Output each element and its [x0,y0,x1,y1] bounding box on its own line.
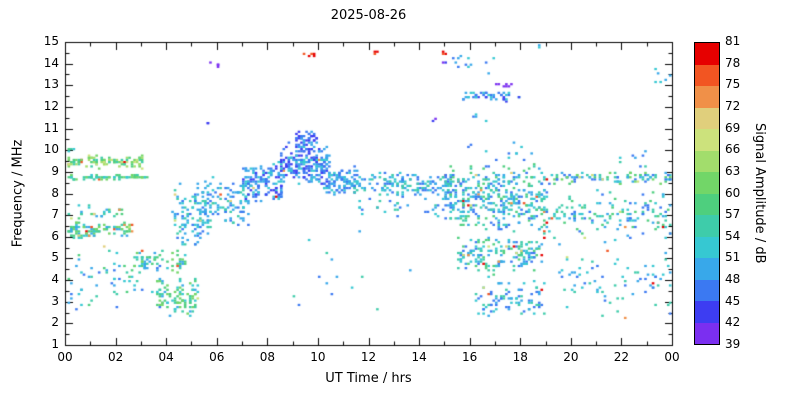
colorbar-tick-label: 63 [725,163,741,178]
colorbar-tick-label: 72 [725,98,741,113]
y-tick-label: 14 [43,55,59,70]
x-tick-label: 12 [360,350,377,364]
colorbar-segment [695,86,719,108]
y-tick-label: 6 [51,228,59,243]
y-tick-label: 7 [51,207,59,222]
y-tick-label: 3 [51,293,59,308]
y-tick-label: 9 [51,163,59,178]
y-tick-label: 13 [43,77,59,92]
x-tick-label: 08 [259,350,275,364]
colorbar-tick-label: 78 [725,55,741,70]
colorbar-segment [695,279,719,301]
x-tick-label: 18 [512,350,528,364]
x-axis-label: UT Time / hrs [325,371,412,386]
y-tick-label: 15 [43,34,59,48]
y-tick-label: 2 [51,315,59,330]
colorbar-tick-label: 54 [725,228,741,243]
colorbar-label: Signal Amplitude / dB [752,123,767,264]
x-tick-label: 00 [57,350,73,364]
y-tick-label: 8 [51,185,59,200]
colorbar-segment [695,322,719,344]
y-tick-label: 5 [51,250,59,265]
colorbar-segment [695,172,719,194]
x-tick-label: 04 [158,350,174,364]
x-tick-label: 14 [411,350,427,364]
x-tick-label: 00 [664,350,680,364]
colorbar-tick-label: 39 [725,337,741,351]
colorbar-segment [695,236,719,258]
colorbar-segment [695,129,719,151]
colorbar-segment [695,258,719,280]
x-tick-label: 20 [563,350,579,364]
x-tick-label: 10 [310,350,326,364]
colorbar [694,42,720,345]
colorbar-tick-label: 69 [725,120,741,135]
y-axis-label: Frequency / MHz [10,139,26,248]
y-tick-label: 10 [43,142,59,157]
colorbar-tick-label: 42 [725,315,741,330]
y-tick-label: 4 [51,272,59,287]
colorbar-tick-label: 57 [725,207,741,222]
x-tick-label: 02 [107,350,124,364]
colorbar-segment [695,150,719,172]
x-tick-label: 22 [613,350,630,364]
y-tick-label: 11 [43,120,59,135]
y-tick-label: 1 [51,337,59,351]
chart-title: 2025-08-26 [330,8,407,23]
y-tick-label: 12 [43,98,59,113]
colorbar-tick-label: 81 [725,34,741,48]
colorbar-tick-label: 75 [725,77,741,92]
colorbar-segment [695,301,719,323]
colorbar-segment [695,107,719,129]
colorbar-segment [695,64,719,86]
x-tick-label: 06 [209,350,225,364]
colorbar-segment [695,43,719,65]
colorbar-tick-label: 51 [725,250,741,265]
colorbar-tick-label: 48 [725,272,741,287]
x-tick-label: 16 [462,350,478,364]
colorbar-tick-label: 66 [725,142,741,157]
colorbar-segment [695,193,719,215]
colorbar-tick-label: 45 [725,293,741,308]
colorbar-segment [695,215,719,237]
colorbar-tick-label: 60 [725,185,741,200]
